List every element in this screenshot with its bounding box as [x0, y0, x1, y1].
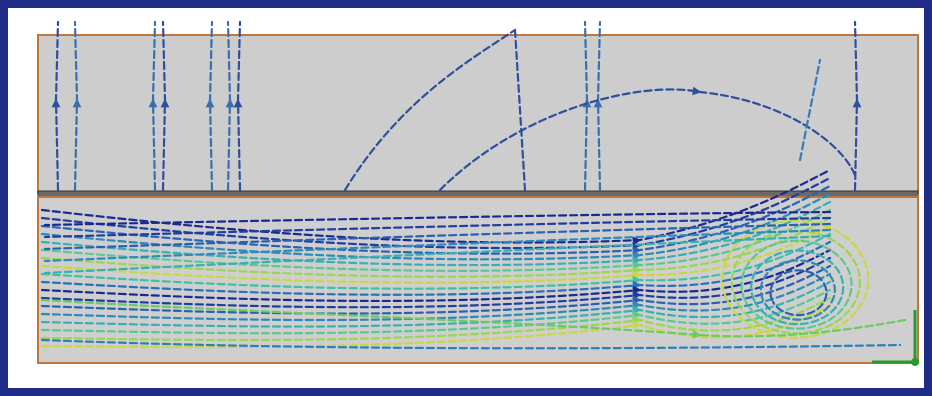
page: (() => { const svg = document.getElement… [0, 0, 932, 396]
flow-view [0, 0, 932, 396]
